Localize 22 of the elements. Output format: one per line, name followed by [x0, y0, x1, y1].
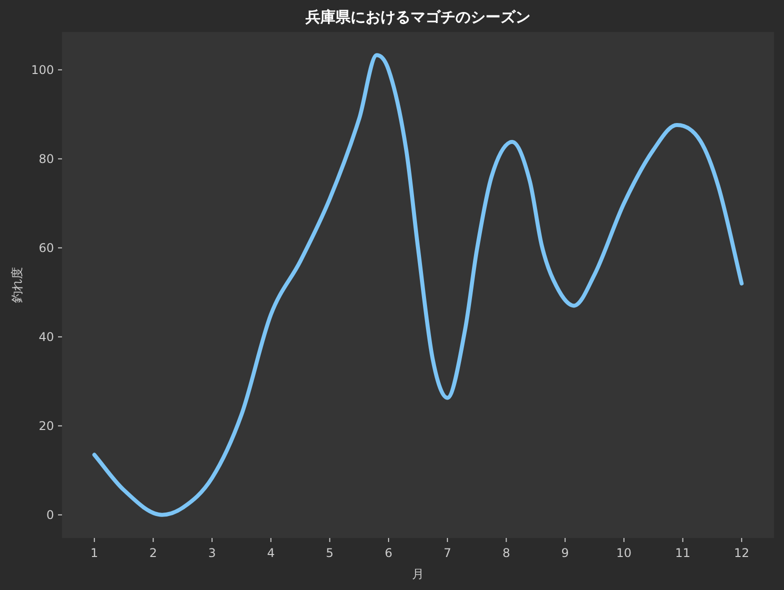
- x-tick-label: 10: [616, 546, 632, 560]
- x-tick-label: 5: [326, 546, 334, 560]
- x-tick-label: 3: [208, 546, 216, 560]
- x-tick-label: 12: [734, 546, 750, 560]
- x-axis-title: 月: [412, 567, 424, 581]
- line-series: [92, 53, 744, 517]
- x-tick-label: 1: [90, 546, 98, 560]
- y-axis-title: 釣れ度: [10, 267, 24, 303]
- y-tick-label: 0: [46, 508, 54, 522]
- x-tick-label: 2: [149, 546, 158, 560]
- x-tick-label: 11: [675, 546, 690, 560]
- x-tick-label: 8: [502, 546, 510, 560]
- y-tick-label: 100: [31, 62, 54, 77]
- x-tick-label: 4: [267, 546, 275, 560]
- y-tick-label: 40: [38, 330, 54, 344]
- y-tick-label: 80: [38, 152, 54, 166]
- x-tick-label: 6: [384, 546, 392, 560]
- x-tick-label: 7: [444, 546, 452, 560]
- x-tick-label: 9: [561, 546, 569, 560]
- chart-title: 兵庫県におけるマゴチのシーズン: [304, 8, 530, 26]
- y-tick-label: 20: [38, 418, 54, 433]
- y-tick-label: 60: [38, 240, 54, 255]
